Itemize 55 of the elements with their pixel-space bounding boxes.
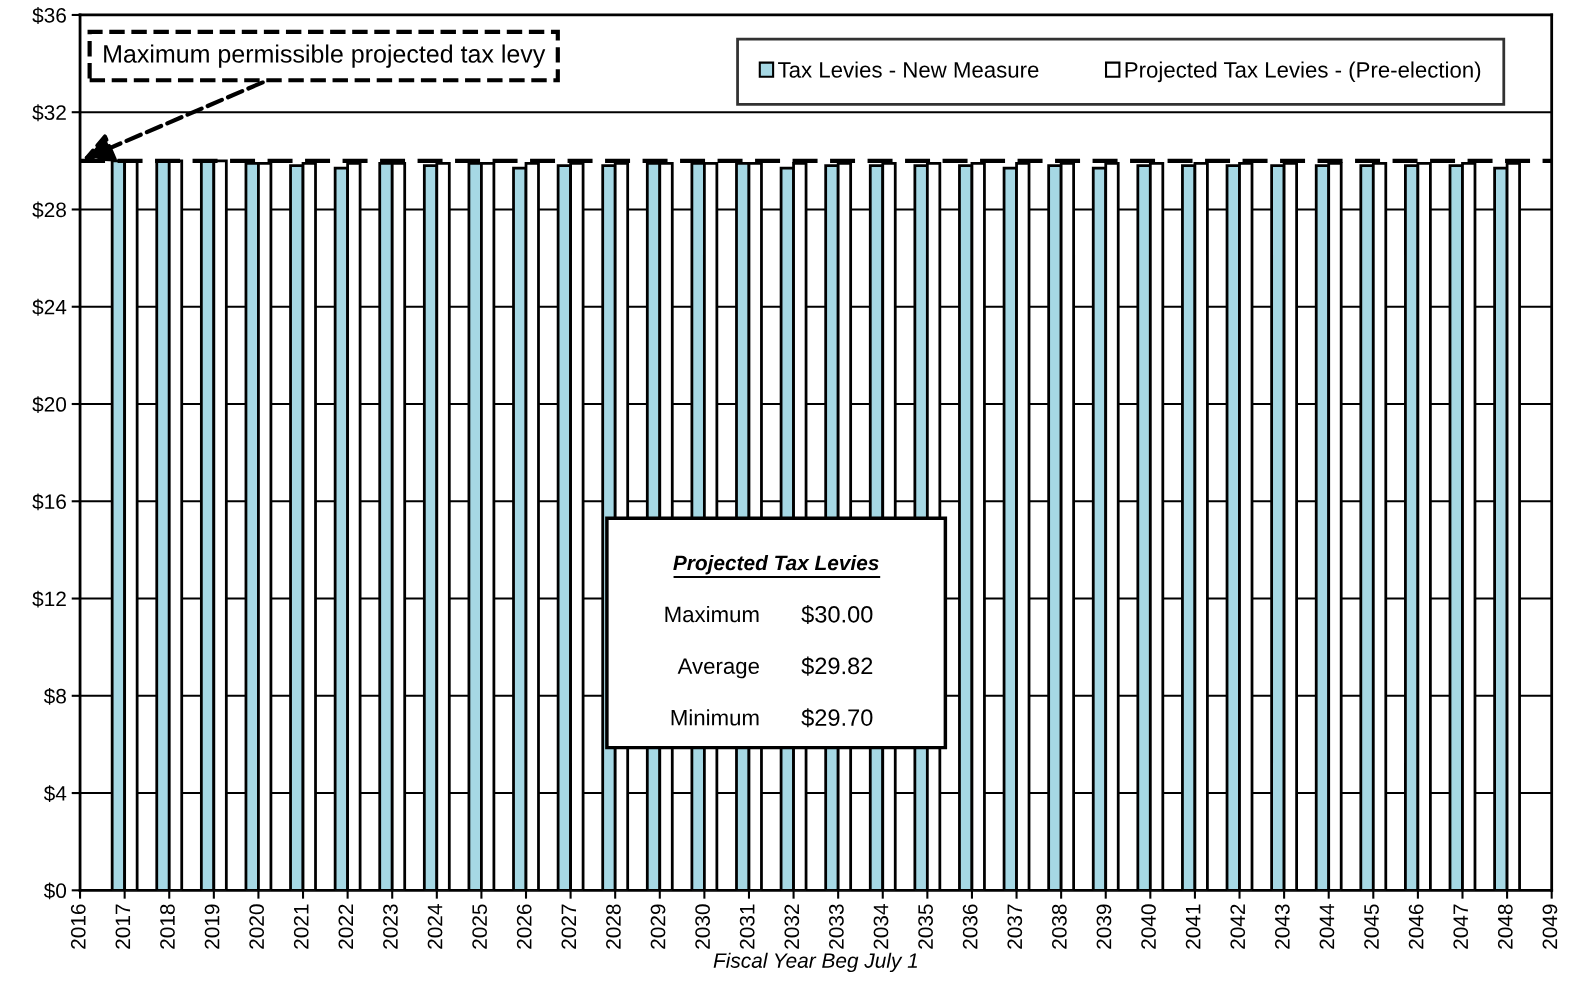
x-tick-label: 2030 — [695, 904, 710, 949]
x-tick-label: 2024 — [427, 904, 443, 949]
y-tick-label: $20 — [32, 396, 67, 413]
y-tick-label: $12 — [32, 590, 66, 608]
x-tick-label: 2036 — [962, 904, 978, 949]
x-tick-label: 2042 — [1230, 904, 1246, 949]
legend-label: Projected Tax Levies - (Pre-election) — [1125, 61, 1481, 83]
x-tick-label: 2047 — [1453, 904, 1469, 949]
x-axis-title: Fiscal Year Beg July 1 — [713, 952, 917, 973]
annotation: Minimum — [671, 709, 759, 726]
x-tick-label: 2028 — [606, 904, 621, 949]
x-tick-label: 2031 — [739, 904, 755, 949]
ref-line-label: Maximum permissible projected tax levy — [104, 44, 546, 68]
annotation: Maximum — [665, 605, 759, 623]
x-tick-label: 2035 — [918, 904, 933, 949]
y-tick-label: $16 — [32, 493, 66, 511]
x-tick-label: 2041 — [1185, 904, 1201, 949]
y-tick-label: $8 — [43, 687, 66, 705]
x-tick-label: 2019 — [204, 904, 220, 949]
y-tick-label: $0 — [43, 882, 67, 900]
x-tick-label: 2018 — [160, 904, 175, 949]
x-tick-label: 2025 — [472, 904, 487, 949]
annotation: $29.82 — [801, 656, 873, 676]
x-tick-label: 2040 — [1141, 904, 1156, 949]
x-tick-label: 2037 — [1007, 904, 1023, 949]
x-tick-label: 2020 — [249, 904, 265, 949]
x-tick-label: 2038 — [1051, 904, 1067, 949]
y-tick-label: $24 — [32, 298, 67, 316]
x-tick-label: 2049 — [1542, 904, 1558, 949]
x-tick-label: 2043 — [1274, 904, 1290, 949]
x-tick-label: 2017 — [115, 904, 131, 949]
y-tick-label: $4 — [43, 785, 67, 803]
annotation: $30.00 — [801, 604, 873, 625]
x-tick-label: 2032 — [784, 904, 800, 949]
x-tick-label: 2022 — [338, 904, 354, 949]
x-tick-label: 2023 — [383, 904, 398, 949]
x-tick-label: 2048 — [1497, 904, 1513, 949]
x-tick-label: 2034 — [873, 904, 889, 949]
x-tick-label: 2026 — [516, 904, 532, 949]
x-tick-label: 2016 — [70, 904, 86, 949]
x-tick-label: 2039 — [1096, 904, 1112, 949]
legend-label: Tax Levies - New Measure — [778, 61, 1039, 78]
y-tick-label: $32 — [32, 104, 66, 122]
x-tick-label: 2021 — [293, 904, 309, 949]
x-tick-label: 2044 — [1319, 904, 1335, 949]
y-tick-label: $36 — [32, 7, 66, 24]
x-tick-label: 2033 — [829, 904, 844, 949]
x-tick-label: 2027 — [561, 904, 577, 949]
x-tick-label: 2046 — [1408, 904, 1424, 949]
annotation: $29.70 — [801, 708, 873, 728]
y-tick-label: $28 — [32, 201, 66, 219]
x-tick-label: 2045 — [1364, 904, 1379, 949]
annotation: Average — [677, 658, 759, 679]
annotation: Projected Tax Levies — [673, 554, 879, 575]
x-tick-label: 2029 — [650, 904, 666, 949]
